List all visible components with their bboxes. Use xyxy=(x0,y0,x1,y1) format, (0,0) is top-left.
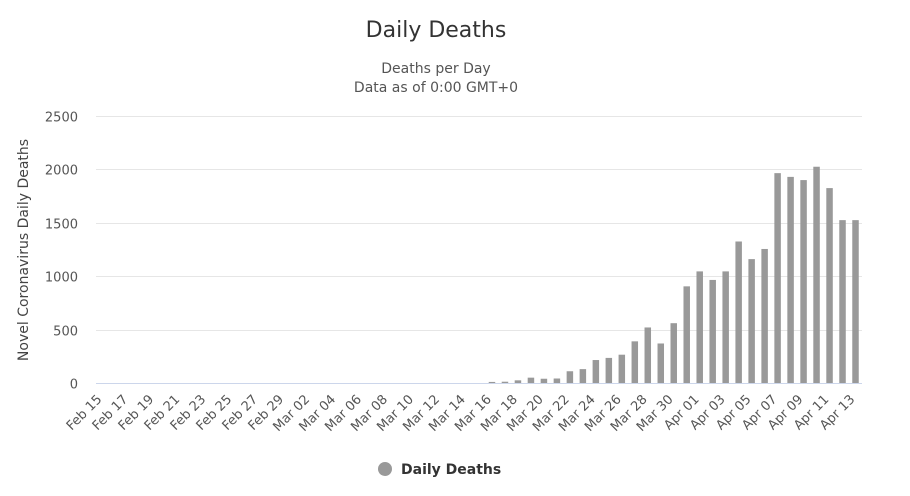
bar[interactable] xyxy=(761,248,768,383)
bar[interactable] xyxy=(774,173,781,383)
gridlines xyxy=(96,116,862,331)
legend-label[interactable]: Daily Deaths xyxy=(401,462,501,478)
bar[interactable] xyxy=(839,220,846,383)
bar[interactable] xyxy=(540,378,548,383)
y-tick-label: 2500 xyxy=(45,111,78,126)
bar[interactable] xyxy=(787,176,794,383)
bar[interactable] xyxy=(748,259,755,383)
bar[interactable] xyxy=(644,327,652,383)
bar[interactable] xyxy=(631,341,639,383)
y-tick-label: 1500 xyxy=(45,218,78,233)
bar[interactable] xyxy=(826,188,833,383)
bar[interactable] xyxy=(735,241,742,383)
bar[interactable] xyxy=(852,220,859,383)
legend[interactable]: Daily Deaths xyxy=(378,462,501,478)
bars xyxy=(488,166,859,383)
y-tick-label: 0 xyxy=(70,378,78,393)
bar[interactable] xyxy=(553,378,561,383)
bar[interactable] xyxy=(618,354,626,383)
bar[interactable] xyxy=(605,357,613,383)
bar[interactable] xyxy=(566,371,574,383)
chart-title: Daily Deaths xyxy=(366,18,507,43)
legend-marker xyxy=(378,462,392,476)
bar[interactable] xyxy=(722,271,729,383)
bar[interactable] xyxy=(709,279,716,383)
y-tick-label: 1000 xyxy=(45,271,78,286)
y-tick-label: 500 xyxy=(53,325,78,340)
chart-subtitle-line-1: Deaths per Day xyxy=(381,61,490,77)
bar[interactable] xyxy=(657,343,665,383)
bar[interactable] xyxy=(514,380,522,383)
chart-subtitle-line-2: Data as of 0:00 GMT+0 xyxy=(354,80,518,96)
bar[interactable] xyxy=(670,323,677,383)
y-tick-label: 2000 xyxy=(45,164,78,179)
bar[interactable] xyxy=(592,360,600,383)
bar[interactable] xyxy=(813,166,820,383)
bar[interactable] xyxy=(501,381,509,383)
bar[interactable] xyxy=(579,369,587,383)
bar[interactable] xyxy=(527,377,535,383)
bar[interactable] xyxy=(683,286,690,383)
bar[interactable] xyxy=(488,381,496,383)
y-axis-label: Novel Coronavirus Daily Deaths xyxy=(16,139,32,361)
bar[interactable] xyxy=(800,180,807,383)
bar[interactable] xyxy=(696,271,703,383)
y-axis-ticks: 0 500 1000 1500 2000 2500 xyxy=(45,111,78,393)
